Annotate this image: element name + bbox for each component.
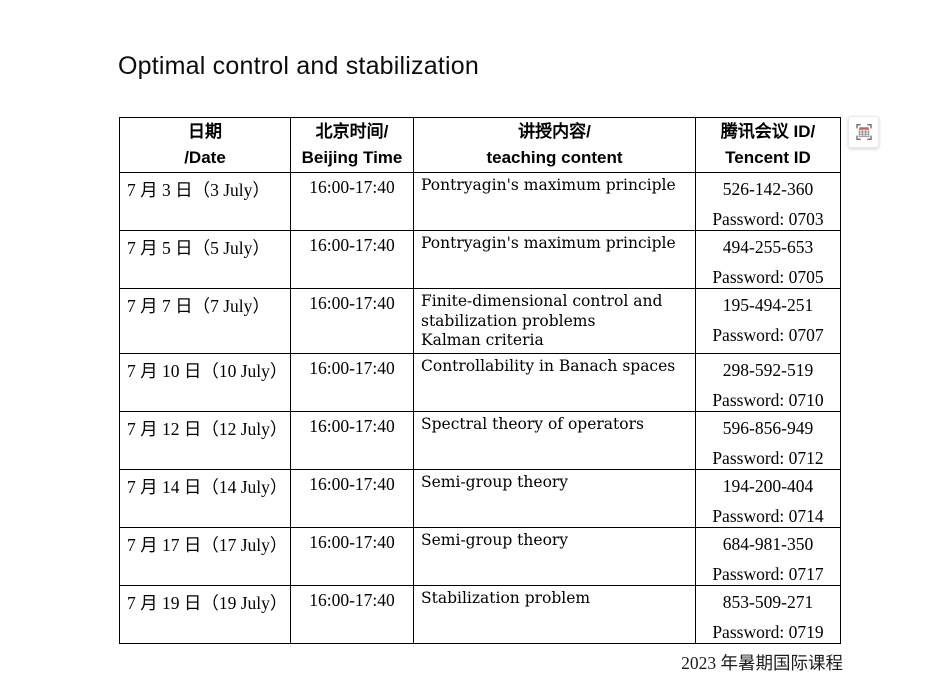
time-cell: 16:00-17:40 (290, 584, 414, 644)
time-cell: 16:00-17:40 (290, 172, 414, 231)
meeting-password: Password: 0705 (712, 267, 824, 287)
header-content: 讲授内容/ teaching content (413, 117, 696, 173)
meeting-password: Password: 0710 (712, 389, 824, 410)
time-cell: 16:00-17:40 (290, 352, 414, 412)
header-date-cn: 日期 (188, 122, 222, 141)
content-cell: Stabilization problem (413, 584, 696, 644)
meeting-password: Password: 0703 (712, 209, 824, 229)
table-row: 7 月 5 日（5 July） 16:00-17:40 Pontryagin's… (119, 230, 841, 289)
meeting-password: Password: 0712 (712, 447, 824, 468)
content-line: Semi-group theory (421, 530, 569, 549)
content-line: Finite-dimensional control and stabiliza… (421, 292, 663, 330)
meeting-id: 596-856-949 (722, 417, 814, 438)
header-time-cn: 北京时间/ (315, 122, 389, 141)
content-cell: Controllability in Banach spaces (413, 352, 696, 412)
header-content-en: teaching content (486, 148, 623, 167)
meeting-id: 526-142-360 (722, 179, 814, 199)
meeting-id: 853-509-271 (722, 591, 814, 612)
meeting-id-cell: 853-509-271 Password: 0719 (695, 584, 841, 644)
table-row: 7 月 7 日（7 July） 16:00-17:40 Finite-dimen… (119, 288, 841, 354)
course-schedule-table: 日期 /Date 北京时间/ Beijing Time 讲授内容/ teachi… (119, 117, 841, 644)
meeting-password: Password: 0717 (712, 563, 824, 584)
content-line: Controllability in Banach spaces (421, 356, 676, 375)
table-row: 7 月 12 日（12 July） 16:00-17:40 Spectral t… (119, 410, 841, 470)
header-tencent-id-cn: 腾讯会议 ID/ (720, 122, 816, 141)
meeting-id-cell: 195-494-251 Password: 0707 (695, 288, 841, 354)
table-capture-icon (855, 124, 872, 140)
time-cell: 16:00-17:40 (290, 230, 414, 289)
meeting-password: Password: 0714 (712, 505, 824, 526)
table-row: 7 月 3 日（3 July） 16:00-17:40 Pontryagin's… (119, 172, 841, 231)
content-cell: Pontryagin's maximum principle (413, 230, 696, 289)
date-cell: 7 月 3 日（3 July） (119, 172, 291, 231)
time-cell: 16:00-17:40 (290, 468, 414, 528)
time-cell: 16:00-17:40 (290, 526, 414, 586)
meeting-id: 494-255-653 (722, 237, 814, 257)
meeting-id-cell: 494-255-653 Password: 0705 (695, 230, 841, 289)
content-line: Spectral theory of operators (421, 414, 644, 433)
table-row: 7 月 17 日（17 July） 16:00-17:40 Semi-group… (119, 526, 841, 586)
header-date-en: /Date (184, 148, 226, 167)
meeting-password: Password: 0707 (712, 325, 824, 345)
content-line: Pontryagin's maximum principle (421, 234, 676, 252)
table-row: 7 月 10 日（10 July） 16:00-17:40 Controllab… (119, 352, 841, 412)
time-cell: 16:00-17:40 (290, 288, 414, 354)
header-tencent-id: 腾讯会议 ID/ Tencent ID (695, 117, 841, 173)
date-cell: 7 月 7 日（7 July） (119, 288, 291, 354)
content-line: Semi-group theory (421, 472, 569, 491)
content-cell: Pontryagin's maximum principle (413, 172, 696, 231)
meeting-id: 194-200-404 (722, 475, 814, 496)
date-cell: 7 月 12 日（12 July） (119, 410, 291, 470)
meeting-id: 195-494-251 (722, 295, 814, 315)
header-date: 日期 /Date (119, 117, 291, 173)
meeting-id-cell: 194-200-404 Password: 0714 (695, 468, 841, 528)
header-row: 日期 /Date 北京时间/ Beijing Time 讲授内容/ teachi… (119, 117, 841, 173)
content-line: Pontryagin's maximum principle (421, 176, 676, 194)
content-cell: Semi-group theory (413, 526, 696, 586)
meeting-id: 684-981-350 (722, 533, 814, 554)
date-cell: 7 月 19 日（19 July） (119, 584, 291, 644)
meeting-id-cell: 298-592-519 Password: 0710 (695, 352, 841, 412)
table-row: 7 月 19 日（19 July） 16:00-17:40 Stabilizat… (119, 584, 841, 644)
header-tencent-id-en: Tencent ID (725, 148, 811, 167)
content-cell: Spectral theory of operators (413, 410, 696, 470)
page-title: Optimal control and stabilization (118, 52, 479, 80)
meeting-id: 298-592-519 (722, 359, 814, 380)
footer-note: 2023 年暑期国际课程 (681, 653, 843, 673)
meeting-id-cell: 684-981-350 Password: 0717 (695, 526, 841, 586)
date-cell: 7 月 5 日（5 July） (119, 230, 291, 289)
header-time: 北京时间/ Beijing Time (290, 117, 414, 173)
date-cell: 7 月 14 日（14 July） (119, 468, 291, 528)
content-line: Kalman criteria (421, 331, 544, 349)
header-time-en: Beijing Time (301, 148, 403, 167)
content-cell: Semi-group theory (413, 468, 696, 528)
header-content-cn: 讲授内容/ (518, 122, 591, 141)
content-cell: Finite-dimensional control and stabiliza… (413, 288, 696, 354)
date-cell: 7 月 10 日（10 July） (119, 352, 291, 412)
time-cell: 16:00-17:40 (290, 410, 414, 470)
table-capture-button[interactable] (848, 116, 879, 148)
content-line: Stabilization problem (421, 588, 591, 607)
meeting-password: Password: 0719 (712, 621, 824, 642)
date-cell: 7 月 17 日（17 July） (119, 526, 291, 586)
meeting-id-cell: 596-856-949 Password: 0712 (695, 410, 841, 470)
table-row: 7 月 14 日（14 July） 16:00-17:40 Semi-group… (119, 468, 841, 528)
meeting-id-cell: 526-142-360 Password: 0703 (695, 172, 841, 231)
